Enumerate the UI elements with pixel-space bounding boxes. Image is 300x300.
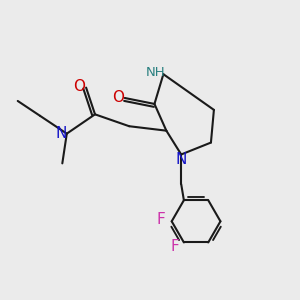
Text: NH: NH (146, 66, 166, 79)
Text: N: N (176, 152, 187, 167)
Text: F: F (171, 239, 179, 254)
Text: N: N (56, 126, 67, 141)
Text: O: O (112, 91, 124, 106)
Text: O: O (74, 79, 86, 94)
Text: F: F (156, 212, 165, 227)
